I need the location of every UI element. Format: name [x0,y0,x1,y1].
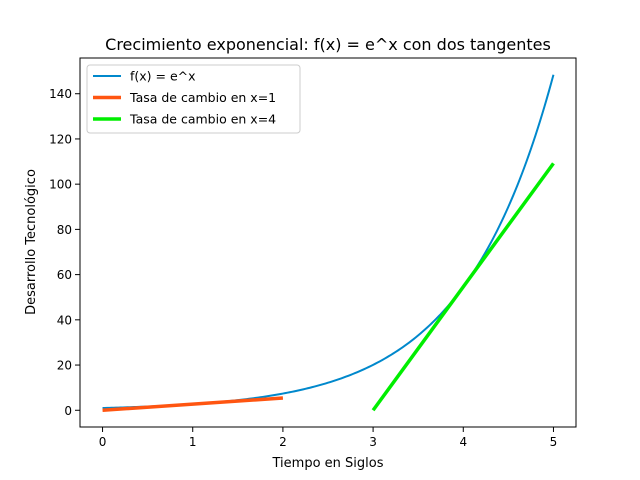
plot-frame [79,57,577,428]
y-tick-label: 120 [49,132,72,146]
y-tick-label: 60 [57,268,72,282]
x-tick-label: 0 [99,435,107,449]
y-axis-label: Desarrollo Tecnológico [24,169,39,315]
y-tick-label: 100 [49,178,72,192]
legend-label-tasa-de-cambio-en-x-1: Tasa de cambio en x=1 [129,90,276,105]
legend-box [86,64,301,134]
y-tick-label: 20 [57,359,72,373]
series-layer [102,74,555,413]
x-axis: 0 1 2 3 4 5 [99,427,558,449]
x-tick-label: 5 [550,435,558,449]
y-tick-label: 0 [64,404,72,418]
x-axis-label: Tiempo en Siglos [272,456,384,471]
legend: f(x) = e^x Tasa de cambio en x=1 Tasa de c… [86,64,301,134]
y-tick-label: 80 [57,223,72,237]
series-line-tasa-de-cambio-en-x-1 [102,396,284,413]
x-tick-label: 2 [279,435,287,449]
legend-label-f-x-e-x: f(x) = e^x [130,69,196,84]
y-tick-label: 40 [57,313,72,327]
chart-title: Crecimiento exponencial: f(x) = e^x con … [105,35,551,54]
y-axis: 0 20 40 60 80 100 120 140 [49,87,80,418]
series-line-tasa-de-cambio-en-x-4 [371,162,555,412]
legend-label-tasa-de-cambio-en-x-4: Tasa de cambio en x=4 [129,112,276,127]
x-tick-label: 4 [459,435,467,449]
x-tick-label: 3 [369,435,377,449]
x-tick-label: 1 [189,435,197,449]
y-tick-label: 140 [49,87,72,101]
